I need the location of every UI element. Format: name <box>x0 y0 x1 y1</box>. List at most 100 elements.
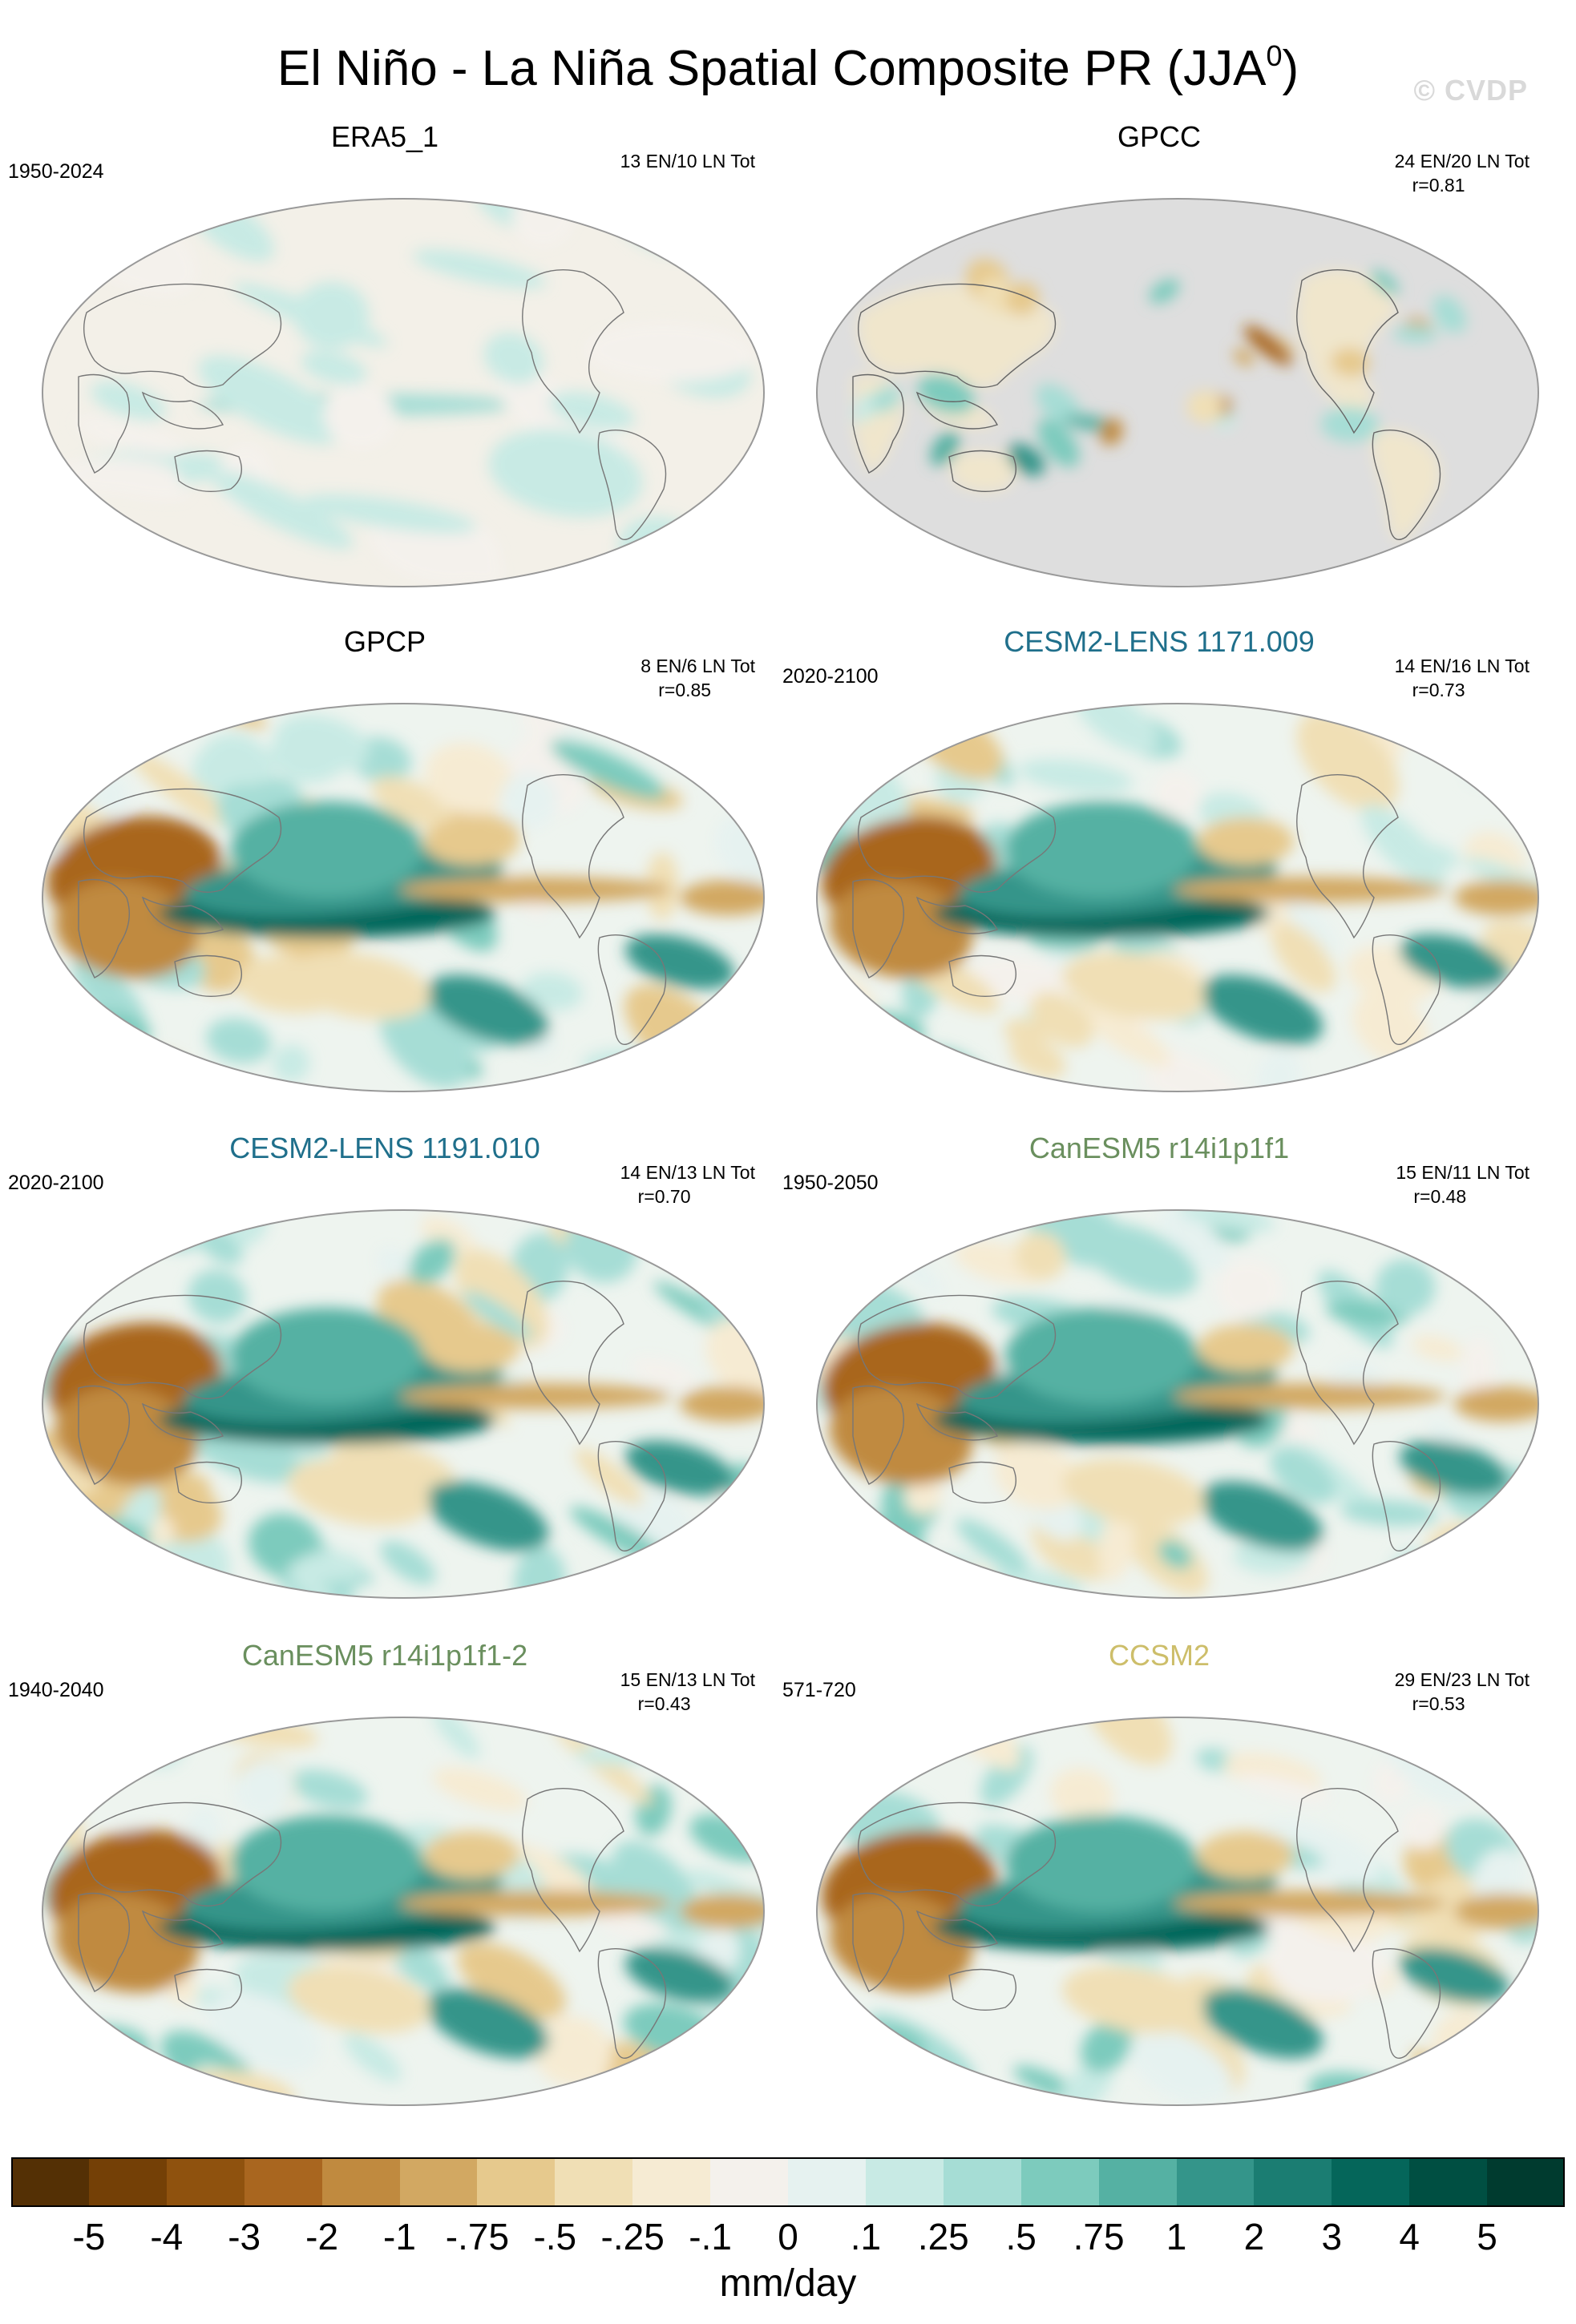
colorbar-tick-label: 2 <box>1243 2216 1265 2257</box>
precip-anomaly-blob <box>1473 2066 1538 2105</box>
precip-anomaly-blob <box>1454 1386 1538 1422</box>
coastline <box>78 1385 131 1485</box>
coastline <box>915 1402 998 1441</box>
precip-anomaly-blob <box>80 199 154 248</box>
coastline <box>948 1968 1016 2011</box>
coastline <box>1296 773 1399 939</box>
map-panel: GPCC 24 EN/20 LN Tot r=0.81 <box>774 120 1544 601</box>
precip-anomaly-blob <box>533 2015 612 2088</box>
coastline <box>83 283 282 388</box>
precip-anomaly-blob <box>499 773 558 829</box>
colorbar-tick-label: 5 <box>1477 2216 1497 2257</box>
coastline <box>174 450 242 493</box>
colorbar-tick-label: -2 <box>305 2216 339 2257</box>
precip-anomaly-blob <box>380 1540 436 1585</box>
coastline <box>78 1892 131 1992</box>
precip-anomaly-blob <box>1062 1965 1205 2034</box>
precip-anomaly-blob <box>57 1059 96 1091</box>
precip-anomaly-blob <box>1478 1003 1536 1063</box>
precip-anomaly-blob <box>1399 1440 1509 1496</box>
precip-anomaly-blob <box>1433 295 1466 333</box>
colorbar-tick-label: -.5 <box>533 2216 577 2257</box>
precip-anomaly-blob <box>575 1448 643 1506</box>
precip-anomaly-blob <box>235 1759 294 1818</box>
event-count-text: 24 EN/20 LN Tot <box>1394 151 1530 171</box>
precip-anomaly-blob <box>705 1317 764 1401</box>
colorbar-segment <box>1020 2157 1100 2207</box>
precip-anomaly-blob <box>423 1324 519 1372</box>
coastline <box>852 1385 905 1485</box>
precip-anomaly-blob <box>716 2075 764 2105</box>
pattern-correlation: r=0.53 <box>1412 1693 1465 1714</box>
composite-map <box>816 198 1539 587</box>
precip-anomaly-blob <box>520 972 583 1011</box>
coastline <box>915 896 998 934</box>
precip-anomaly-blob <box>1050 1768 1114 1823</box>
precip-anomaly-blob <box>208 1991 321 2072</box>
precip-anomaly-blob <box>231 801 423 898</box>
colorbar-tick-label: -.75 <box>445 2216 510 2257</box>
land-mask <box>949 450 1016 492</box>
coastline <box>141 896 224 934</box>
precip-anomaly-blob <box>409 1239 455 1284</box>
colorbar-tick-label: .25 <box>917 2216 969 2257</box>
precip-anomaly-blob <box>296 1551 365 1581</box>
panel-period: 571-720 <box>782 1679 856 1701</box>
panel-event-counts: 15 EN/11 LN Tot r=0.48 <box>1396 1160 1530 1208</box>
precip-anomaly-blob <box>399 877 672 902</box>
panel-title: CESM2-LENS 1171.009 <box>1004 625 1315 658</box>
composite-map <box>816 703 1539 1092</box>
colorbar-segment <box>399 2157 478 2207</box>
precip-anomaly-blob <box>930 431 960 466</box>
map-boundary <box>42 198 765 587</box>
precip-anomaly-blob <box>1005 1308 1198 1404</box>
panel-title: CanESM5 r14i1p1f1-2 <box>241 1639 528 1672</box>
precip-anomaly-blob <box>399 1383 672 1409</box>
colorbar-tick-label: 0 <box>778 2216 798 2257</box>
colorbar-segment <box>1332 2157 1410 2207</box>
coastline <box>83 788 282 893</box>
precip-anomaly-blob <box>1098 1511 1134 1581</box>
precip-anomaly-blob <box>463 1290 533 1340</box>
precip-anomaly-blob <box>426 974 549 1045</box>
precip-anomaly-blob <box>231 1815 423 1911</box>
precip-anomaly-blob <box>275 715 370 772</box>
precip-anomaly-blob <box>654 1718 764 1777</box>
precip-anomaly-blob <box>1498 748 1538 793</box>
precip-anomaly-blob <box>1005 801 1198 898</box>
panel-title: GPCC <box>1117 120 1201 153</box>
colorbar-segment <box>788 2157 867 2207</box>
panel-event-counts: 14 EN/16 LN Tot r=0.73 <box>1395 654 1530 702</box>
event-count-text: 29 EN/23 LN Tot <box>1394 1669 1530 1690</box>
panel-period: 1950-2024 <box>8 160 104 183</box>
precip-anomaly-blob <box>1466 2054 1538 2105</box>
precip-anomaly-blob <box>1081 2019 1132 2072</box>
pattern-correlation: r=0.81 <box>1412 175 1465 196</box>
coastline <box>174 1968 242 2011</box>
precip-anomaly-blob <box>272 1044 310 1083</box>
event-count-text: 8 EN/6 LN Tot <box>641 656 755 676</box>
precip-anomaly-blob <box>1099 418 1123 446</box>
coastline <box>1296 1280 1399 1446</box>
precip-anomaly-blob <box>1062 951 1205 1020</box>
precip-anomaly-blob <box>1029 991 1094 1048</box>
precip-anomaly-blob <box>288 1458 430 1527</box>
precip-anomaly-blob <box>131 1216 165 1247</box>
map-boundary <box>816 1717 1539 2106</box>
precip-anomaly-blob <box>1005 1815 1198 1911</box>
colorbar-segment <box>1409 2157 1488 2207</box>
colorbar-tick-label: -3 <box>228 2216 261 2257</box>
precip-anomaly-blob <box>163 1471 211 1496</box>
precip-anomaly-blob <box>548 391 635 430</box>
precip-anomaly-blob <box>956 1518 1028 1574</box>
land-mask <box>1372 430 1441 540</box>
precip-anomaly-blob <box>423 1831 519 1879</box>
precip-anomaly-blob <box>624 1947 735 2003</box>
precip-anomaly-blob <box>871 385 901 413</box>
precip-anomaly-blob <box>829 1011 925 1056</box>
precip-anomaly-blob <box>917 374 976 414</box>
precip-anomaly-blob <box>1497 733 1538 784</box>
coastline <box>597 1440 667 1551</box>
precip-anomaly-blob <box>1142 1068 1251 1091</box>
precip-anomaly-blob <box>423 817 519 865</box>
